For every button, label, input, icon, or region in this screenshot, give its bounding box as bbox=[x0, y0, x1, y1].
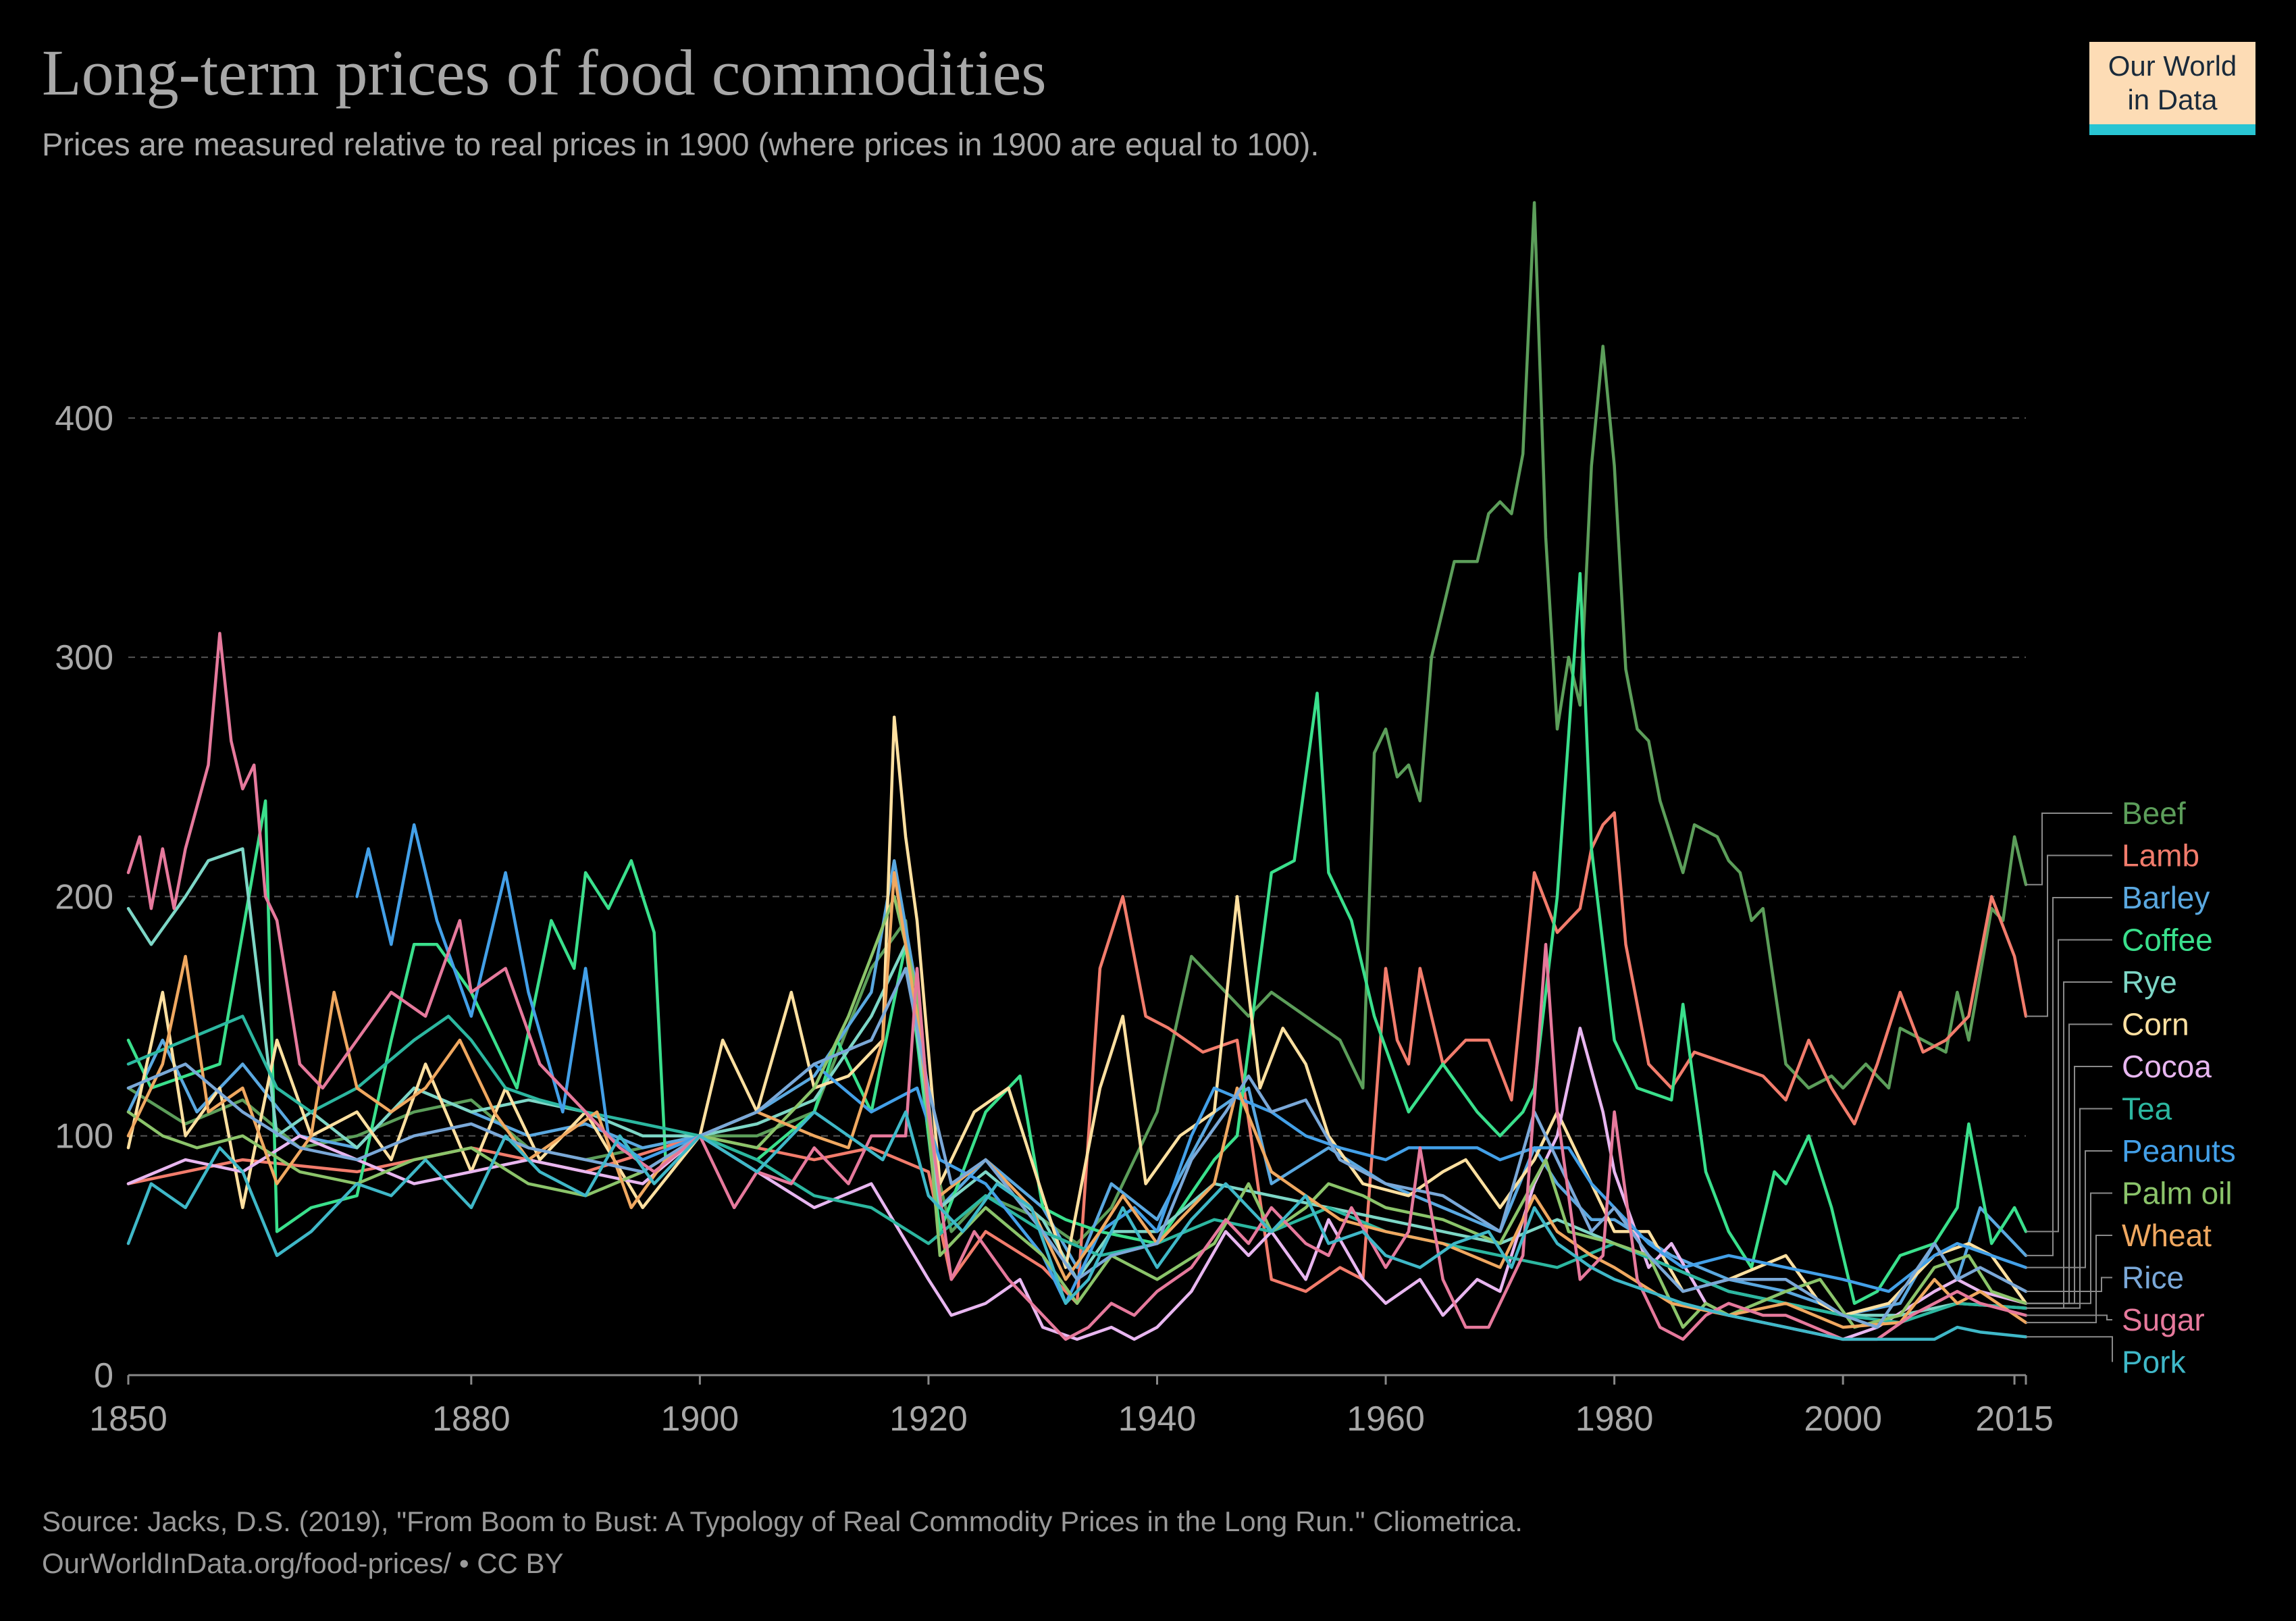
source-url-license[interactable]: OurWorldInData.org/food-prices/ • CC BY bbox=[42, 1547, 564, 1579]
legend-label-cocoa[interactable]: Cocoa bbox=[2122, 1049, 2212, 1084]
legend-connector bbox=[2026, 1314, 2112, 1320]
y-tick-label: 400 bbox=[55, 399, 113, 438]
legend-connector bbox=[2026, 1277, 2112, 1292]
source-note: Source: Jacks, D.S. (2019), "From Boom t… bbox=[42, 1506, 1523, 1537]
y-tick-label: 300 bbox=[55, 638, 113, 677]
x-tick-label: 1920 bbox=[889, 1399, 968, 1439]
y-axis: 0 100 200 300 400 bbox=[55, 399, 113, 1395]
series-line-palm-oil[interactable] bbox=[126, 895, 2028, 1329]
series-line-barley[interactable] bbox=[126, 859, 2028, 1317]
series-line-cocoa[interactable] bbox=[126, 1027, 2028, 1341]
series-lines bbox=[126, 201, 2028, 1341]
legend-connector bbox=[2026, 854, 2112, 1017]
grid-lines bbox=[128, 417, 2026, 1137]
chart-title: Long-term prices of food commodities bbox=[42, 36, 1047, 109]
legend: Beef Lamb Barley Coffee Rye Corn Cocoa Tea Peanu… bbox=[2026, 796, 2236, 1380]
series-line-sugar[interactable] bbox=[126, 632, 2028, 1341]
legend-connector bbox=[2026, 1150, 2112, 1268]
legend-connector bbox=[2026, 1336, 2113, 1362]
legend-label-wheat[interactable]: Wheat bbox=[2122, 1218, 2212, 1253]
y-tick-label: 200 bbox=[55, 877, 113, 917]
legend-connector bbox=[2026, 813, 2112, 885]
chart-subtitle: Prices are measured relative to real pri… bbox=[42, 126, 1320, 162]
logo-line-2: in Data bbox=[2127, 84, 2218, 115]
legend-connector bbox=[2026, 1108, 2112, 1309]
series-line-pork[interactable] bbox=[126, 1110, 2028, 1341]
legend-label-beef[interactable]: Beef bbox=[2122, 796, 2186, 831]
legend-label-corn[interactable]: Corn bbox=[2122, 1007, 2189, 1042]
legend-label-lamb[interactable]: Lamb bbox=[2122, 838, 2199, 873]
legend-label-palm-oil[interactable]: Palm oil bbox=[2122, 1176, 2233, 1211]
legend-label-coffee[interactable]: Coffee bbox=[2122, 923, 2213, 958]
logo-line-1: Our World bbox=[2108, 50, 2237, 82]
x-tick-label: 1850 bbox=[89, 1399, 167, 1439]
legend-label-barley[interactable]: Barley bbox=[2122, 880, 2210, 915]
legend-label-tea[interactable]: Tea bbox=[2122, 1091, 2172, 1127]
legend-connector bbox=[2026, 897, 2112, 1256]
series-line-peanuts[interactable] bbox=[355, 823, 2028, 1305]
x-tick-label: 1980 bbox=[1575, 1399, 1654, 1439]
x-tick-label: 1900 bbox=[661, 1399, 739, 1439]
legend-label-rice[interactable]: Rice bbox=[2122, 1260, 2184, 1295]
series-line-rice[interactable] bbox=[126, 967, 2028, 1329]
legend-label-pork[interactable]: Pork bbox=[2122, 1345, 2187, 1380]
legend-label-sugar[interactable]: Sugar bbox=[2122, 1302, 2205, 1337]
legend-connector bbox=[2026, 1192, 2112, 1304]
x-tick-label: 1960 bbox=[1347, 1399, 1425, 1439]
series-line-tea[interactable] bbox=[126, 1014, 2028, 1324]
legend-connector bbox=[2026, 1235, 2112, 1324]
legend-label-peanuts[interactable]: Peanuts bbox=[2122, 1133, 2236, 1168]
y-tick-label: 0 bbox=[94, 1356, 113, 1395]
owid-logo[interactable]: Our World in Data bbox=[2089, 42, 2255, 135]
series-line-coffee[interactable] bbox=[126, 571, 2028, 1305]
footer: Source: Jacks, D.S. (2019), "From Boom t… bbox=[42, 1501, 1523, 1585]
series-line-lamb[interactable] bbox=[126, 811, 2028, 1305]
x-tick-label: 1880 bbox=[432, 1399, 511, 1439]
x-axis: 1850 1880 1900 1920 1940 1960 1980 2000 2015 bbox=[89, 1374, 2054, 1439]
legend-label-rye[interactable]: Rye bbox=[2122, 964, 2177, 1000]
legend-connector bbox=[2026, 939, 2112, 1233]
series-line-corn[interactable] bbox=[126, 715, 2028, 1317]
x-tick-label: 1940 bbox=[1118, 1399, 1197, 1439]
x-tick-label: 2015 bbox=[1975, 1399, 2054, 1439]
series-line-beef[interactable] bbox=[126, 201, 2028, 1245]
x-tick-label: 2000 bbox=[1804, 1399, 1882, 1439]
y-tick-label: 100 bbox=[55, 1117, 113, 1156]
